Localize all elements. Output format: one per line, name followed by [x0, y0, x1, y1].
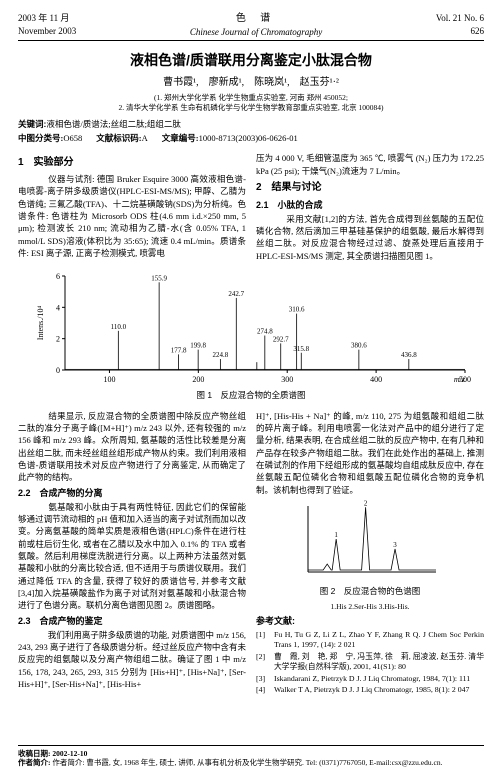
footer-received: 收稿日期: 2002-12-10	[18, 749, 87, 758]
footer-author-bio: 作者简介: 曹书霞, 女, 1968 年生, 硕士, 讲师, 从事有机分析及化学…	[52, 758, 442, 767]
art-label: 文章编号:	[162, 133, 199, 143]
svg-text:Intens./10⁴: Intens./10⁴	[36, 305, 45, 340]
svg-text:4: 4	[56, 303, 60, 312]
svg-text:224.8: 224.8	[213, 351, 229, 359]
right-para-3: H]⁺, [His-His + Na]⁺ 的峰, m/z 110, 275 为组…	[256, 410, 484, 496]
keywords: 液相色谱/质谱法;丝组二肽;组组二肽	[46, 119, 181, 129]
art-val: 1000-8713(2003)06-0626-01	[199, 133, 298, 143]
reference-item: [2]曹 霞, 刘 艳, 郑 宁, 冯玉萍, 徐 莉, 屈凌波, 赵玉芬. 清华…	[256, 652, 484, 673]
left-para-1: 仪器与试剂: 德国 Bruker Esquire 3000 高效液相色谱-电喷雾…	[18, 173, 246, 259]
svg-text:155.9: 155.9	[151, 274, 167, 282]
reference-item: [4]Walker T A, Pietrzyk D J. J Liq Chrom…	[256, 685, 484, 696]
figure-1: 0246100200300400500Intens./10⁴m/z110.015…	[18, 268, 484, 388]
figure-2-caption: 图 2 反应混合物的色谱图	[256, 585, 484, 597]
doc-val: A	[142, 133, 148, 143]
svg-text:315.8: 315.8	[293, 345, 309, 353]
svg-text:242.7: 242.7	[228, 290, 244, 298]
section-2: 2 结果与讨论	[256, 181, 484, 196]
svg-text:100: 100	[103, 375, 115, 384]
class-label: 中图分类号:	[18, 133, 63, 143]
left-para-2a: 结果显示, 反应混合物的全质谱图中除反应产物丝组二肽的准分子离子峰([M+H]⁺…	[18, 410, 246, 484]
svg-text:177.8: 177.8	[171, 346, 187, 354]
svg-text:110.0: 110.0	[111, 323, 127, 331]
article-title: 液相色谱/质谱联用分离鉴定小肽混合物	[18, 51, 484, 71]
svg-text:1: 1	[334, 531, 338, 539]
affiliation-2: 2. 清华大学化学系 生命有机磷化学与化学生物学教育部重点实验室, 北京 100…	[18, 103, 484, 113]
svg-text:436.8: 436.8	[401, 351, 417, 359]
svg-text:292.7: 292.7	[273, 335, 289, 343]
section-2-3: 2.3 合成产物的鉴定	[18, 615, 246, 628]
svg-text:380.6: 380.6	[351, 342, 367, 350]
footer: 收稿日期: 2002-12-10 作者简介: 作者简介: 曹书霞, 女, 196…	[18, 745, 484, 769]
section-1: 1 实验部分	[18, 156, 246, 171]
doc-label: 文献标识码:	[96, 133, 141, 143]
svg-text:274.8: 274.8	[257, 327, 273, 335]
date-cn: 2003 年 11 月	[18, 12, 76, 25]
section-2-2: 2.2 合成产物的分离	[18, 487, 246, 500]
volume: Vol. 21 No. 6	[436, 12, 484, 25]
right-para-2: 采用文献[1,2]的方法, 首先合成得到丝氨酸的五配位磷化合物, 然后滴加三甲基…	[256, 213, 484, 262]
svg-text:6: 6	[56, 272, 60, 281]
svg-text:0: 0	[56, 366, 60, 375]
svg-text:200: 200	[192, 375, 204, 384]
class-val: O658	[63, 133, 82, 143]
reference-item: [3]Iskandarani Z, Pietrzyk D J. J Liq Ch…	[256, 674, 484, 685]
chromatogram-chart: 1 2 3	[300, 500, 440, 580]
authors: 曹书霞¹, 廖新成¹, 陈晓岚¹, 赵玉芬¹·²	[18, 76, 484, 90]
reference-item: [1]Fu H, Tu G Z, Li Z L, Zhao Y F, Zhang…	[256, 630, 484, 651]
svg-text:2: 2	[56, 335, 60, 344]
keywords-label: 关键词:	[18, 119, 46, 129]
date-en: November 2003	[18, 25, 76, 38]
journal-cn: 色 谱	[190, 12, 322, 26]
keywords-row: 关键词:液相色谱/质谱法;丝组二肽;组组二肽	[18, 119, 484, 131]
svg-text:400: 400	[370, 375, 382, 384]
references-list: [1]Fu H, Tu G Z, Li Z L, Zhao Y F, Zhang…	[256, 630, 484, 696]
page-num: 626	[436, 25, 484, 38]
svg-text:199.8: 199.8	[190, 342, 206, 350]
mass-spectrum-chart: 0246100200300400500Intens./10⁴m/z110.015…	[31, 268, 471, 388]
svg-text:310.6: 310.6	[289, 305, 305, 313]
right-para-1: 压为 4 000 V, 毛细管温度为 365 ℃, 喷雾气 (N₂) 压力为 1…	[256, 152, 484, 177]
svg-text:m/z: m/z	[454, 375, 466, 384]
section-2-1: 2.1 小肽的合成	[256, 199, 484, 212]
figure-1-caption: 图 1 反应混合物的全质谱图	[18, 390, 484, 402]
svg-text:2: 2	[364, 500, 368, 507]
left-para-2c: 我们利用离子阱多级质谱的功能, 对质谱图中 m/z 156, 243, 293 …	[18, 629, 246, 691]
figure-2-sub: 1.His 2.Ser-His 3.His-His.	[256, 602, 484, 613]
references-title: 参考文献:	[256, 615, 484, 628]
left-para-2b: 氨基酸和小肽由于具有两性特征, 因此它们的保留能够通过调节流动相的 pH 值和加…	[18, 501, 246, 612]
figure-2: 1 2 3	[300, 500, 440, 583]
svg-text:3: 3	[393, 541, 397, 549]
affiliation-1: (1. 郑州大学化学系 化学生物重点实验室, 河南 郑州 450052;	[18, 93, 484, 103]
svg-text:300: 300	[281, 375, 293, 384]
page-header: 2003 年 11 月 November 2003 色 谱 Chinese Jo…	[18, 12, 484, 41]
classification-row: 中图分类号:O658 文献标识码:A 文章编号:1000-8713(2003)0…	[18, 133, 484, 145]
journal-en: Chinese Journal of Chromatography	[190, 26, 322, 39]
